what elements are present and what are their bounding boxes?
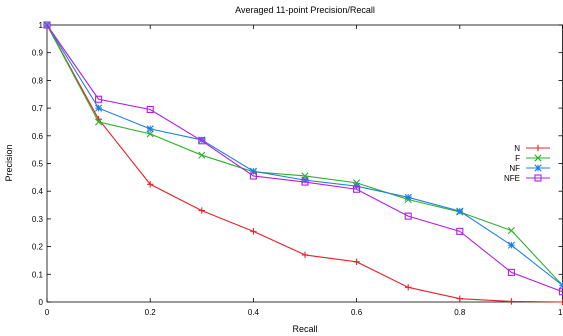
legend-marker: [534, 174, 542, 182]
data-point: [507, 226, 515, 235]
data-point: [146, 125, 154, 133]
y-tick-label: 0.6: [32, 132, 44, 141]
data-point: [95, 95, 103, 103]
x-tick-label: 0.6: [351, 308, 363, 317]
legend-label: NFE: [504, 174, 520, 183]
series-f: [43, 21, 563, 289]
data-point: [146, 105, 154, 114]
data-point: [249, 167, 257, 175]
series-line: [46, 24, 563, 293]
data-point: [353, 185, 361, 193]
axes: 0 0.1 0.2 0.3 0.4 0.5 0.6 0.7 0.8 0.9 1 0 0.2 0.4 0.6 0…: [32, 21, 563, 317]
data-point: [147, 181, 154, 188]
legend-label: N: [514, 144, 520, 153]
y-tick-label: 1: [39, 21, 44, 30]
data-point: [559, 298, 563, 306]
data-point: [43, 21, 51, 29]
y-axis-label: Precision: [4, 144, 14, 181]
data-point: [249, 172, 257, 180]
data-point: [250, 228, 257, 235]
x-tick-label: 1: [558, 308, 563, 317]
data-point: [508, 298, 515, 305]
data-point: [301, 176, 309, 184]
series-line: [46, 24, 563, 286]
series-line: [46, 24, 563, 286]
y-tick-label: 0.9: [32, 49, 44, 58]
series-line: [46, 24, 563, 303]
legend-marker: [534, 164, 542, 172]
y-tick-label: 0.8: [32, 76, 44, 85]
x-tick-label: 0.8: [454, 308, 466, 317]
series-nf: [43, 21, 563, 289]
legend-label: NF: [509, 164, 520, 173]
x-axis-label: Recall: [292, 324, 317, 334]
data-point: [404, 212, 412, 220]
data-point: [456, 207, 464, 215]
data-point: [301, 178, 309, 186]
y-tick-label: 0.1: [32, 270, 44, 279]
x-tick-label: 0.4: [248, 308, 260, 317]
y-tick-label: 0.2: [32, 243, 44, 252]
y-tick-label: 0: [39, 298, 44, 307]
data-point: [404, 193, 412, 201]
legend-marker: [534, 144, 542, 152]
data-point: [456, 227, 464, 235]
x-tick-label: 0: [45, 308, 50, 317]
data-point: [507, 268, 515, 276]
data-point: [507, 241, 515, 249]
data-point: [198, 151, 206, 159]
data-point: [301, 251, 309, 259]
data-point: [353, 179, 361, 187]
data-point: [95, 104, 103, 112]
x-tick-label: 0.2: [145, 308, 157, 317]
series-n: [43, 21, 563, 306]
plot-frame: [46, 24, 563, 303]
y-tick-label: 0.3: [32, 215, 44, 224]
data-point: [95, 118, 103, 126]
data-point: [405, 284, 412, 291]
data-point: [198, 207, 205, 214]
y-tick-label: 0.5: [32, 160, 44, 169]
series-nfe: [43, 21, 563, 296]
data-point: [353, 258, 360, 266]
series-layer: [43, 21, 563, 306]
data-point: [198, 136, 206, 144]
y-tick-label: 0.7: [32, 104, 44, 113]
legend-label: F: [515, 154, 520, 163]
data-point: [456, 295, 463, 302]
chart-title: Averaged 11-point Precision/Recall: [235, 5, 375, 15]
legend-marker: [534, 154, 542, 162]
y-tick-label: 0.4: [32, 187, 44, 196]
data-point: [198, 137, 206, 145]
